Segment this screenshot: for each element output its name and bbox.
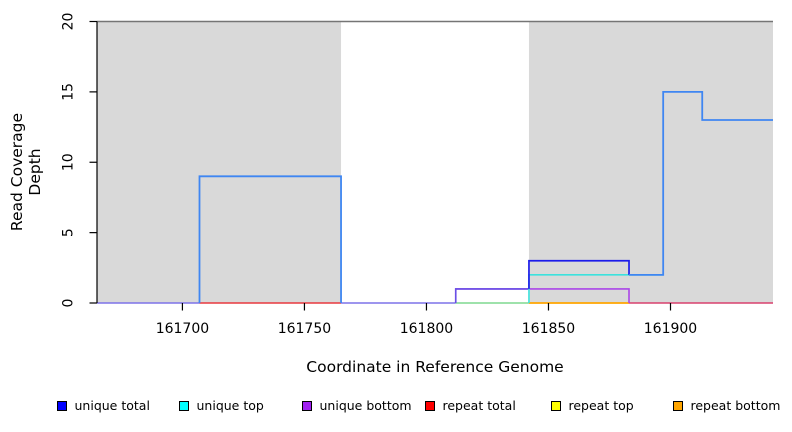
legend-swatch-unique-top: [179, 401, 189, 411]
legend-swatch-repeat-total: [425, 401, 435, 411]
legend-label-unique-total: unique total: [74, 398, 150, 413]
legend-swatch-unique-bottom: [302, 401, 312, 411]
svg-text:20: 20: [61, 13, 77, 31]
legend-label-repeat-bottom: repeat bottom: [690, 398, 781, 413]
shaded-regions: [97, 21, 773, 303]
legend-label-unique-bottom: unique bottom: [319, 398, 412, 413]
y-axis-label: Read Coverage Depth: [8, 112, 44, 232]
legend-item-unique-total: unique total: [57, 398, 150, 414]
svg-text:0: 0: [61, 299, 77, 308]
svg-text:161750: 161750: [278, 321, 331, 337]
svg-text:5: 5: [61, 228, 77, 237]
legend-label-repeat-top: repeat top: [568, 398, 634, 413]
axes: 0 5 10 15 20 161700 161750 161800 161850 161900: [61, 13, 698, 337]
svg-text:161700: 161700: [156, 321, 209, 337]
legend-item-repeat-bottom: repeat bottom: [673, 398, 780, 414]
x-axis-label: Coordinate in Reference Genome: [306, 358, 564, 376]
legend-swatch-unique-total: [57, 401, 67, 411]
svg-text:15: 15: [61, 83, 77, 101]
legend-item-unique-bottom: unique bottom: [302, 398, 412, 414]
coverage-step-lines: [97, 90, 773, 304]
legend-label-repeat-total: repeat total: [442, 398, 516, 413]
legend-item-unique-top: unique top: [179, 398, 264, 414]
legend-label-unique-top: unique top: [196, 398, 264, 413]
svg-text:161900: 161900: [644, 321, 697, 337]
legend-item-repeat-total: repeat total: [425, 398, 516, 414]
svg-text:161800: 161800: [400, 321, 453, 337]
svg-text:10: 10: [61, 153, 77, 171]
legend-item-repeat-top: repeat top: [551, 398, 634, 414]
legend-swatch-repeat-top: [551, 401, 561, 411]
legend-swatch-repeat-bottom: [673, 401, 683, 411]
legend: unique total unique top unique bottom re…: [0, 398, 792, 418]
svg-text:161850: 161850: [522, 321, 575, 337]
